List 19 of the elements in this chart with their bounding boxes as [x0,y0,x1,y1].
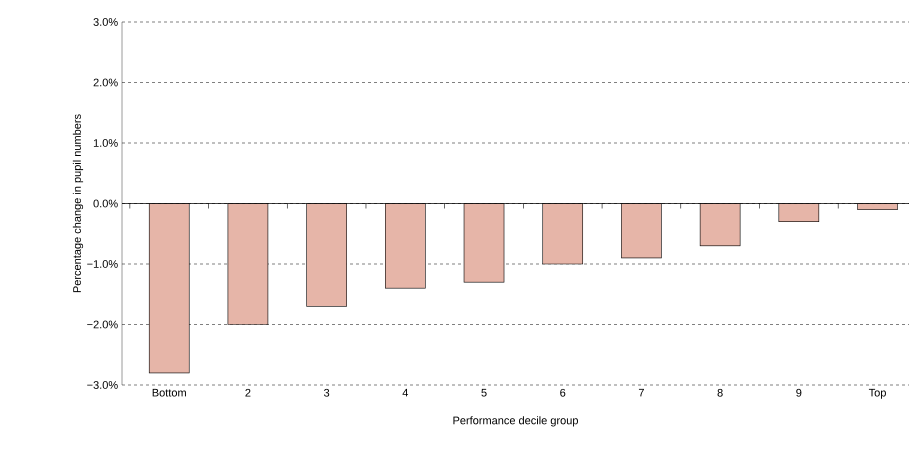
x-tick-label: 4 [402,388,408,396]
x-tick-label: 9 [796,388,802,397]
y-tick-label: −3.0% [87,381,118,389]
y-tick-label: 3.0% [93,18,118,26]
x-tick-label: 5 [481,388,487,397]
y-axis-title: Percentage change in pupil numbers [72,114,84,292]
x-tick-label: 7 [638,388,644,396]
x-axis-title: Performance decile group [453,416,578,426]
x-tick-label: 2 [245,388,250,397]
x-tick-label: 6 [560,388,566,397]
x-tick-label: 8 [718,388,723,397]
y-tick-label: 0.0% [93,200,118,208]
x-tick-label: Top [868,388,886,399]
y-tick-label: 1.0% [94,139,118,147]
x-tick-label: Bottom [152,388,186,397]
y-tick-label: −2.0% [87,320,118,328]
y-tick-label: 2.0% [94,78,118,86]
x-tick-label: 3 [324,388,330,397]
y-tick-label: −1.0% [87,260,118,268]
